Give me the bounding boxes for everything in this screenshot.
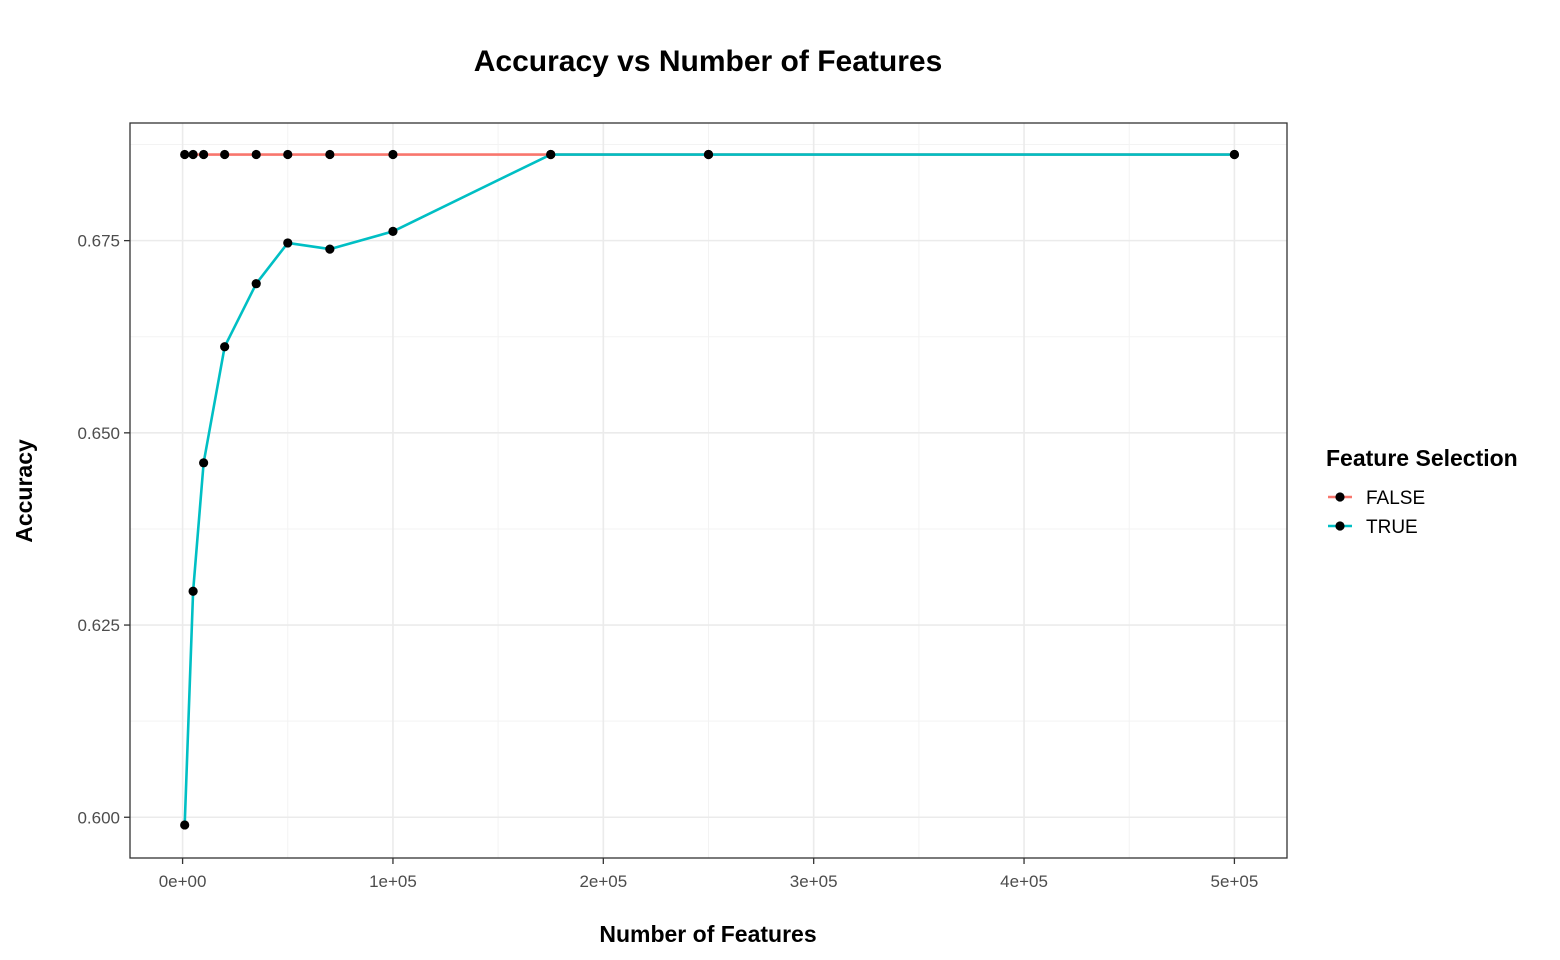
x-tick-label: 3e+05 [790,872,838,891]
y-axis-title: Accuracy [11,439,37,543]
data-point-true [1229,149,1240,160]
data-point-true [188,586,198,596]
data-point-false [180,149,190,160]
legend-key-point-true [1335,521,1345,531]
data-point-true [388,226,398,237]
data-point-true [546,149,556,160]
data-point-false [220,149,230,160]
x-axis-title: Number of Features [599,921,816,947]
x-tick-label: 5e+05 [1211,872,1259,891]
legend: Feature Selection FALSE TRUE [1326,445,1518,538]
data-point-false [251,149,261,160]
data-point-true [325,244,335,254]
legend-label-true: TRUE [1366,517,1418,538]
legend-key-point-false [1335,492,1345,502]
y-tick-label: 0.625 [77,616,120,635]
chart-title: Accuracy vs Number of Features [474,45,943,78]
data-point-false [188,149,198,160]
data-point-false [283,149,293,160]
x-tick-label: 0e+00 [159,872,207,891]
data-point-true [220,342,230,352]
series-line-true [183,153,1235,825]
panel-border [129,122,1288,859]
legend-label-false: FALSE [1366,488,1425,509]
legend-title: Feature Selection [1326,445,1518,471]
y-tick-label: 0.675 [77,232,120,251]
x-tick-label: 4e+05 [1000,872,1048,891]
data-point-false [388,149,398,160]
series-layer [180,149,1240,830]
axes: 0e+00 1e+05 2e+05 3e+05 4e+05 5e+05 0.600 0.625… [77,232,1258,891]
y-tick-label: 0.600 [77,808,120,827]
data-point-true [283,238,293,248]
grid [130,123,1287,858]
y-tick-label: 0.650 [77,424,120,443]
x-tick-label: 1e+05 [369,872,417,891]
data-point-true [703,149,714,160]
data-point-true [251,279,261,289]
x-tick-label: 2e+05 [579,872,627,891]
data-point-false [325,149,335,160]
data-point-true [199,458,209,468]
data-point-true [180,820,190,830]
data-point-false [199,149,209,160]
